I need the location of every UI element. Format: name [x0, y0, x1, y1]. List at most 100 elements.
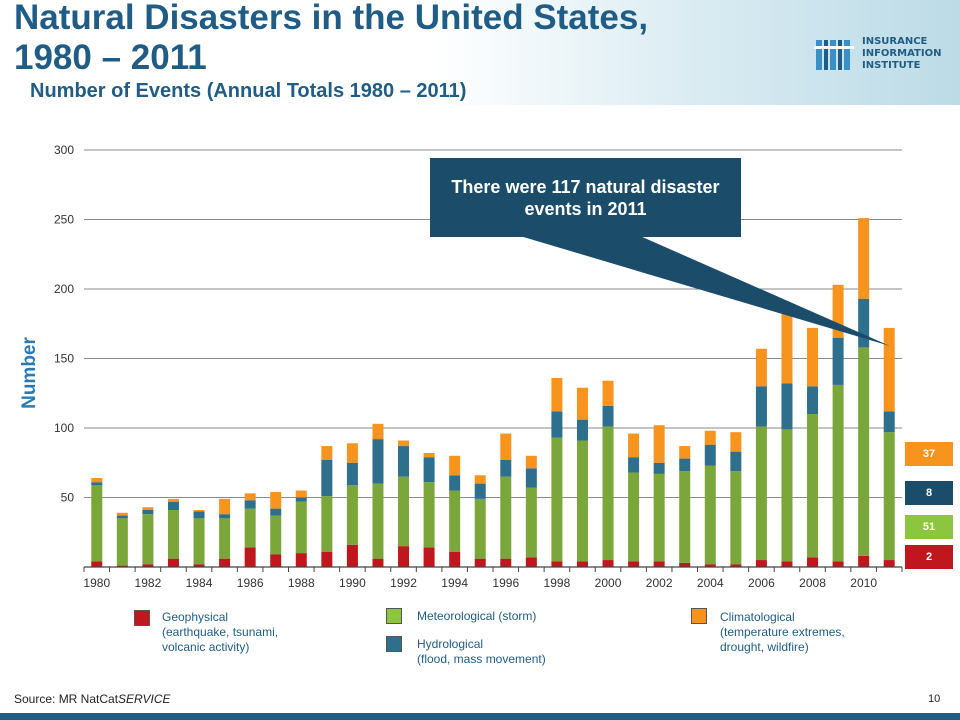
y-tick-label: 300 [54, 143, 74, 157]
bar-meteorological-1987 [270, 515, 282, 555]
bar-hydrological-1999 [576, 419, 588, 441]
legend-geophysical-line-2: (earthquake, tsunami, [162, 625, 279, 639]
bar-climatological-2004 [704, 430, 716, 445]
bar-meteorological-1981 [116, 518, 128, 566]
x-tick-label: 2000 [595, 576, 622, 590]
bar-meteorological-1990 [346, 484, 358, 545]
bar-climatological-1986 [244, 493, 256, 501]
logo-line-1: INSURANCE [862, 36, 928, 47]
bar-meteorological-1980 [91, 484, 103, 562]
title-line-2: 1980 – 2011 [14, 38, 207, 77]
source-note: Source: MR NatCatSERVICE [14, 692, 171, 706]
side-box-meteorological: 51 [905, 515, 953, 539]
bar-climatological-1998 [551, 377, 563, 412]
y-tick-label: 50 [61, 491, 75, 505]
x-tick-label: 2006 [748, 576, 775, 590]
bar-geophysical-2011 [883, 560, 895, 567]
bar-climatological-1981 [116, 512, 128, 516]
bar-meteorological-1985 [219, 518, 231, 559]
bar-meteorological-2005 [730, 471, 742, 565]
bar-hydrological-1997 [525, 468, 537, 488]
bar-climatological-2007 [781, 314, 793, 384]
bar-hydrological-2001 [628, 457, 640, 473]
bar-hydrological-1996 [500, 459, 512, 477]
bar-hydrological-2004 [704, 444, 716, 466]
bar-climatological-2011 [883, 327, 895, 412]
bar-geophysical-2001 [628, 561, 640, 567]
legend-hydrological-line-1: Hydrological [417, 637, 484, 651]
bar-hydrological-1984 [193, 511, 205, 519]
bar-hydrological-2010 [858, 298, 870, 348]
x-tick-label: 2010 [850, 576, 877, 590]
bar-meteorological-1993 [423, 482, 435, 548]
callout-box [430, 158, 741, 237]
legend-label-hydrological: Hydrological (flood, mass movement) [417, 637, 546, 667]
bar-geophysical-1991 [372, 558, 384, 567]
legend-swatch-climatological [691, 608, 707, 624]
x-tick-label: 1980 [83, 576, 110, 590]
legend-hydrological-line-2: (flood, mass movement) [417, 652, 546, 666]
y-tick-label: 250 [54, 213, 74, 227]
x-axis: 1980 1982 1984 1986 1988 1990 1992 1994 1996 1998… [83, 566, 903, 590]
bar-hydrological-2003 [679, 458, 691, 472]
bar-hydrological-1994 [449, 475, 461, 491]
bar-climatological-1988 [295, 490, 307, 498]
bar-climatological-2008 [807, 327, 819, 387]
bar-geophysical-1982 [142, 564, 154, 567]
bar-geophysical-2002 [653, 561, 665, 567]
bar-climatological-1995 [474, 475, 486, 484]
bar-meteorological-1994 [449, 490, 461, 552]
x-tick-label: 1998 [544, 576, 571, 590]
bar-climatological-2010 [858, 218, 870, 299]
bar-climatological-2006 [755, 348, 767, 387]
bar-geophysical-2005 [730, 564, 742, 567]
legend-swatch-meteorological [386, 608, 402, 624]
bar-hydrological-1980 [91, 482, 103, 485]
bar-climatological-2005 [730, 432, 742, 452]
bar-hydrological-1981 [116, 515, 128, 519]
bar-meteorological-2006 [755, 426, 767, 561]
legend-label-geophysical: Geophysical (earthquake, tsunami, volcan… [162, 610, 278, 655]
bar-geophysical-2003 [679, 562, 691, 567]
header-band [0, 0, 960, 105]
x-tick-label: 1990 [339, 576, 366, 590]
bar-meteorological-1982 [142, 514, 154, 565]
bar-climatological-1997 [525, 455, 537, 469]
logo-line-3: INSTITUTE [862, 60, 921, 71]
bar-meteorological-1995 [474, 498, 486, 559]
bar-hydrological-1988 [295, 497, 307, 502]
bar-hydrological-2009 [832, 337, 844, 385]
bar-geophysical-1980 [91, 561, 103, 567]
bar-geophysical-1997 [525, 557, 537, 567]
legend-swatch-geophysical [134, 610, 150, 626]
x-tick-label: 1986 [237, 576, 264, 590]
y-tick-label: 150 [54, 352, 74, 366]
bar-hydrological-2006 [755, 386, 767, 427]
bar-meteorological-2001 [628, 472, 640, 562]
bar-meteorological-1999 [576, 440, 588, 562]
bar-hydrological-2011 [883, 411, 895, 433]
bar-hydrological-1992 [398, 446, 410, 477]
bar-climatological-1985 [219, 498, 231, 515]
bar-meteorological-1998 [551, 437, 563, 562]
x-tick-label: 1994 [441, 576, 468, 590]
x-tick-label: 2008 [799, 576, 826, 590]
legend-meteorological-line-1: Meteorological (storm) [417, 609, 537, 623]
bar-meteorological-1989 [321, 496, 333, 552]
bar-climatological-1984 [193, 510, 205, 512]
bar-meteorological-1991 [372, 483, 384, 559]
bar-climatological-2003 [679, 446, 691, 459]
bar-climatological-1992 [398, 440, 410, 447]
bar-geophysical-1998 [551, 561, 563, 567]
bar-climatological-1990 [346, 443, 358, 463]
bar-hydrological-1991 [372, 439, 384, 484]
legend-climatological-line-1: Climatological [720, 610, 795, 624]
bar-hydrological-2005 [730, 451, 742, 472]
x-tick-label: 1992 [390, 576, 417, 590]
y-tick-label: 200 [54, 282, 74, 296]
bar-meteorological-2000 [602, 426, 614, 561]
legend-geophysical-line-3: volcanic activity) [162, 640, 250, 654]
bar-geophysical-1988 [295, 553, 307, 567]
bar-geophysical-1985 [219, 558, 231, 567]
